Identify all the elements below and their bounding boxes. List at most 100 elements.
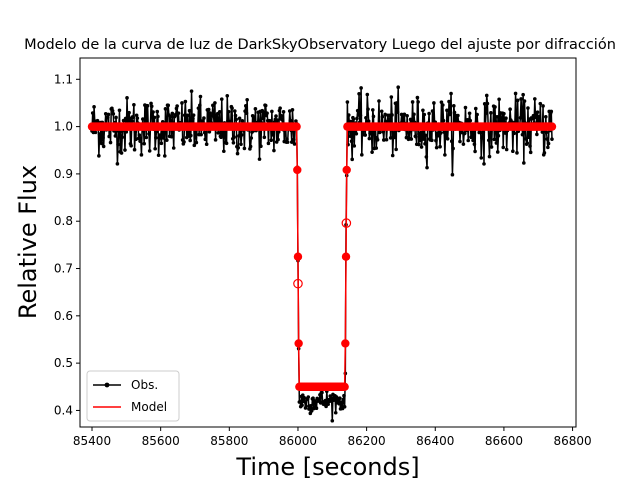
obs-point <box>107 134 111 139</box>
obs-point <box>419 130 423 135</box>
obs-point <box>337 401 341 406</box>
obs-point <box>211 103 215 108</box>
obs-point <box>423 133 428 138</box>
obs-point <box>204 130 208 135</box>
obs-point <box>484 111 488 115</box>
obs-point <box>242 146 247 151</box>
obs-point <box>225 93 230 98</box>
obs-point <box>504 116 508 120</box>
obs-point <box>526 135 531 140</box>
obs-point <box>169 134 174 139</box>
obs-point <box>449 139 454 143</box>
obs-point <box>515 98 520 103</box>
obs-point <box>262 135 267 140</box>
obs-point <box>414 134 418 139</box>
obs-point <box>363 133 368 137</box>
obs-point <box>456 113 460 118</box>
obs-point <box>237 116 242 121</box>
obs-point <box>137 133 142 137</box>
obs-point <box>127 110 131 115</box>
obs-point <box>237 134 241 138</box>
obs-point <box>522 99 527 103</box>
obs-point <box>401 115 405 120</box>
obs-point <box>386 118 391 123</box>
obs-point <box>132 103 136 107</box>
obs-point <box>540 130 545 134</box>
obs-point <box>217 118 221 122</box>
obs-point <box>501 145 506 150</box>
obs-point <box>259 144 263 149</box>
x-tick-label: 85400 <box>73 434 111 448</box>
obs-point <box>156 114 160 119</box>
obs-point <box>106 115 110 120</box>
obs-point <box>180 101 184 105</box>
y-axis-label: Relative Flux <box>14 165 42 319</box>
obs-point <box>211 112 216 117</box>
obs-point <box>261 110 266 115</box>
obs-point <box>224 141 229 146</box>
obs-point <box>451 146 455 151</box>
obs-point <box>519 97 523 101</box>
obs-point <box>389 95 394 99</box>
obs-point <box>302 395 306 400</box>
legend: Obs. Model <box>86 370 180 422</box>
obs-point <box>270 133 275 137</box>
model-point <box>293 252 303 261</box>
obs-point <box>438 144 442 149</box>
obs-point <box>103 111 108 116</box>
obs-point <box>452 104 456 108</box>
plot-frame <box>79 57 577 428</box>
obs-point <box>368 131 372 136</box>
obs-point <box>535 132 539 137</box>
obs-point <box>416 100 420 104</box>
obs-point <box>114 115 118 120</box>
obs-point <box>349 119 353 124</box>
obs-point <box>220 133 225 137</box>
obs-point <box>463 105 468 110</box>
obs-point <box>239 133 244 137</box>
obs-point <box>307 407 311 411</box>
obs-point <box>252 115 256 120</box>
obs-point <box>97 132 102 136</box>
obs-point <box>416 142 421 147</box>
obs-point <box>377 99 381 103</box>
obs-point <box>500 117 504 122</box>
obs-point <box>441 118 446 123</box>
obs-point <box>147 149 152 153</box>
obs-point <box>292 137 296 142</box>
obs-point <box>290 108 295 112</box>
obs-point <box>189 133 193 138</box>
obs-point <box>159 141 164 146</box>
y-tick-label: 1.0 <box>54 120 73 134</box>
obs-point <box>546 145 550 150</box>
obs-point <box>166 103 171 108</box>
obs-point <box>528 144 532 148</box>
obs-point <box>395 110 400 114</box>
obs-point <box>187 108 192 113</box>
obs-point <box>496 133 501 138</box>
obs-point <box>497 97 501 102</box>
obs-point <box>132 147 137 152</box>
obs-point <box>467 111 472 116</box>
obs-point <box>124 130 129 134</box>
obs-point <box>370 108 375 112</box>
obs-point <box>480 136 484 140</box>
obs-point <box>226 109 231 114</box>
obs-point <box>447 99 451 104</box>
obs-point <box>263 103 268 108</box>
obs-point <box>320 390 324 395</box>
obs-point <box>236 145 241 150</box>
obs-point <box>233 109 237 113</box>
obs-point <box>281 110 286 114</box>
obs-point <box>415 95 420 100</box>
obs-point <box>481 130 486 134</box>
obs-point <box>278 106 282 110</box>
obs-point <box>528 150 533 155</box>
obs-point <box>207 130 212 134</box>
obs-point <box>513 91 518 96</box>
x-axis-label: Time [seconds] <box>235 453 419 480</box>
obs-point <box>350 157 355 162</box>
legend-model-label: Model <box>131 400 167 414</box>
model-point <box>342 165 351 175</box>
obs-point <box>304 404 309 408</box>
